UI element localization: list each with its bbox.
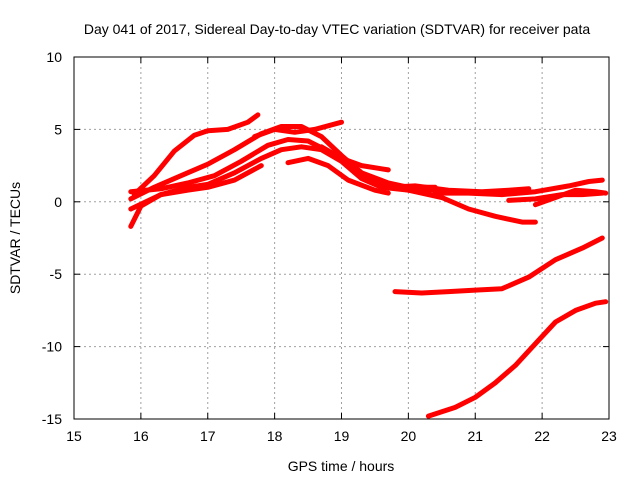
y-tick-label: -10 bbox=[42, 339, 62, 355]
x-tick-label: 15 bbox=[66, 428, 82, 444]
tick-layer: 15 16 17 18 19 20 21 22 23 -15 -10 -5 0 5 10 bbox=[42, 49, 617, 444]
x-tick-label: 17 bbox=[200, 428, 216, 444]
y-tick-label: 5 bbox=[54, 121, 62, 137]
x-tick-label: 16 bbox=[133, 428, 149, 444]
y-tick-label: 0 bbox=[54, 194, 62, 210]
y-tick-label: -5 bbox=[50, 266, 63, 282]
y-tick-label: 10 bbox=[46, 49, 62, 65]
x-axis-label: GPS time / hours bbox=[288, 458, 395, 474]
series-layer bbox=[128, 112, 609, 419]
x-tick-label: 20 bbox=[401, 428, 417, 444]
series-line-sat-c bbox=[128, 137, 438, 195]
chart-title: Day 041 of 2017, Sidereal Day-to-day VTE… bbox=[84, 21, 591, 37]
x-tick-label: 18 bbox=[267, 428, 283, 444]
y-axis-label: SDTVAR / TECUs bbox=[7, 182, 23, 294]
series-line-sat-a bbox=[131, 112, 261, 198]
x-tick-label: 21 bbox=[467, 428, 483, 444]
y-tick-label: -15 bbox=[42, 411, 62, 427]
x-tick-label: 19 bbox=[334, 428, 350, 444]
x-tick-label: 23 bbox=[601, 428, 617, 444]
series-line-sat-l bbox=[532, 187, 609, 208]
series-line-sat-j bbox=[432, 177, 605, 198]
series-line-sat-e bbox=[128, 163, 264, 229]
series-line-sat-m bbox=[392, 235, 605, 296]
x-tick-label: 22 bbox=[534, 428, 550, 444]
series-line-sat-d bbox=[128, 144, 538, 225]
series-line-sat-h bbox=[318, 144, 391, 173]
series-line-sat-n bbox=[425, 299, 609, 419]
series-line-sat-g bbox=[285, 155, 391, 196]
series-line-sat-f bbox=[252, 119, 344, 140]
grid-layer bbox=[74, 57, 609, 419]
